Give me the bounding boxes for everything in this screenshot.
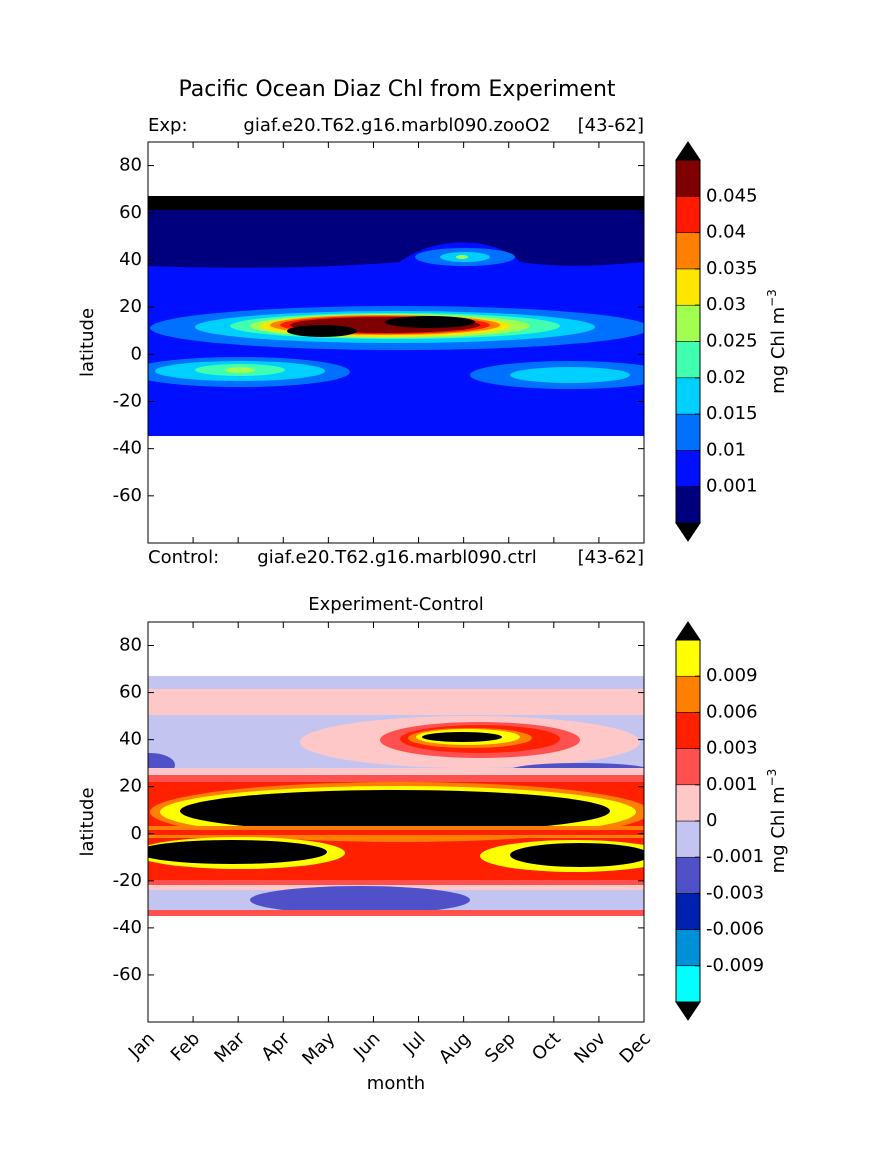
- chart-title: Experiment-Control: [308, 594, 484, 615]
- y-tick-label: -60: [113, 964, 142, 985]
- y-axis-label: latitude: [77, 308, 98, 377]
- colorbar-segment: [675, 820, 701, 858]
- colorbar-label-text: mg Chl m: [768, 786, 789, 873]
- colorbar-segment: [675, 748, 701, 786]
- figure-title: Pacific Ocean Diaz Chl from Experiment: [178, 77, 615, 102]
- colorbar-segment: [675, 784, 701, 822]
- footer-right: [43-62]: [578, 547, 644, 568]
- colorbar-segment: [675, 304, 701, 342]
- y-tick-label: 60: [119, 682, 142, 703]
- colorbar-tick-label: 0.003: [706, 738, 758, 759]
- colorbar-label-exponent: −3: [765, 289, 779, 307]
- y-tick-label: 40: [119, 249, 142, 270]
- y-tick-label: -20: [113, 390, 142, 411]
- plot-frame: [147, 141, 645, 544]
- colorbar-tick-label: 0.01: [706, 439, 746, 460]
- y-tick-label: 0: [131, 343, 142, 364]
- y-tick-label: 0: [131, 823, 142, 844]
- header-center: giaf.e20.T62.g16.marbl090.zooO2: [243, 115, 550, 136]
- colorbar-tick-label: 0.006: [706, 701, 758, 722]
- colorbar-segment: [675, 196, 701, 233]
- y-tick-label: -60: [113, 485, 142, 506]
- contour-field: [148, 196, 644, 436]
- colorbar-segment: [675, 232, 701, 270]
- colorbar-tick-label: -0.001: [706, 846, 764, 867]
- y-tick-label: -40: [113, 438, 142, 459]
- colorbar-segment: [675, 893, 701, 930]
- colorbar-segment: [675, 413, 701, 451]
- colorbar-tick-label: 0.03: [706, 294, 746, 315]
- colorbar-tick-label: 0: [706, 810, 717, 831]
- y-tick-label: 80: [119, 635, 142, 656]
- y-tick-label: -40: [113, 917, 142, 938]
- footer-left: Control:: [148, 547, 219, 568]
- colorbar-segment: [675, 712, 701, 749]
- colorbar-segment: [675, 486, 701, 524]
- colorbar-tick-label: 0.025: [706, 331, 758, 352]
- colorbar-tick-label: 0.009: [706, 665, 758, 686]
- colorbar-segment: [675, 965, 701, 1003]
- colorbar-label-text: mg Chl m: [768, 307, 789, 394]
- y-tick-label: 20: [119, 296, 142, 317]
- footer-center: giaf.e20.T62.g16.marbl090.ctrl: [257, 547, 536, 568]
- y-tick-label: 60: [119, 202, 142, 223]
- colorbar-tick-label: 0.001: [706, 476, 758, 497]
- y-tick-label: -20: [113, 870, 142, 891]
- header-left: Exp:: [148, 115, 188, 136]
- colorbar-label: mg Chl m−3: [765, 769, 790, 874]
- colorbar-tick-label: 0.04: [706, 222, 746, 243]
- colorbar-tick-label: 0.045: [706, 185, 758, 206]
- y-tick-label: 40: [119, 729, 142, 750]
- colorbar-segment: [675, 675, 701, 713]
- colorbar-segment: [675, 341, 701, 379]
- y-axis-label: latitude: [77, 787, 98, 856]
- colorbar-segment: [675, 377, 701, 415]
- y-tick-label: 80: [119, 155, 142, 176]
- x-axis-label: month: [367, 1073, 425, 1094]
- colorbar-label-exponent: −3: [765, 769, 779, 787]
- colorbar-tick-label: 0.02: [706, 367, 746, 388]
- colorbar-segment: [675, 159, 701, 197]
- colorbar-tick-label: 0.001: [706, 774, 758, 795]
- colorbar-tick-label: -0.006: [706, 919, 764, 940]
- colorbar-segment: [675, 639, 701, 677]
- colorbar-tick-label: -0.009: [706, 955, 764, 976]
- colorbar-segment: [675, 856, 701, 894]
- colorbar-tick-label: -0.003: [706, 882, 764, 903]
- colorbar-segment: [675, 268, 701, 306]
- header-right: [43-62]: [578, 115, 644, 136]
- colorbar-tick-label: 0.035: [706, 258, 758, 279]
- colorbar-tick-label: 0.015: [706, 403, 758, 424]
- plot-frame: [147, 621, 645, 1023]
- y-tick-label: 20: [119, 776, 142, 797]
- colorbar-segment: [675, 450, 701, 487]
- colorbar-segment: [675, 929, 701, 967]
- colorbar-label: mg Chl m−3: [765, 289, 790, 394]
- contour-field: [148, 676, 644, 916]
